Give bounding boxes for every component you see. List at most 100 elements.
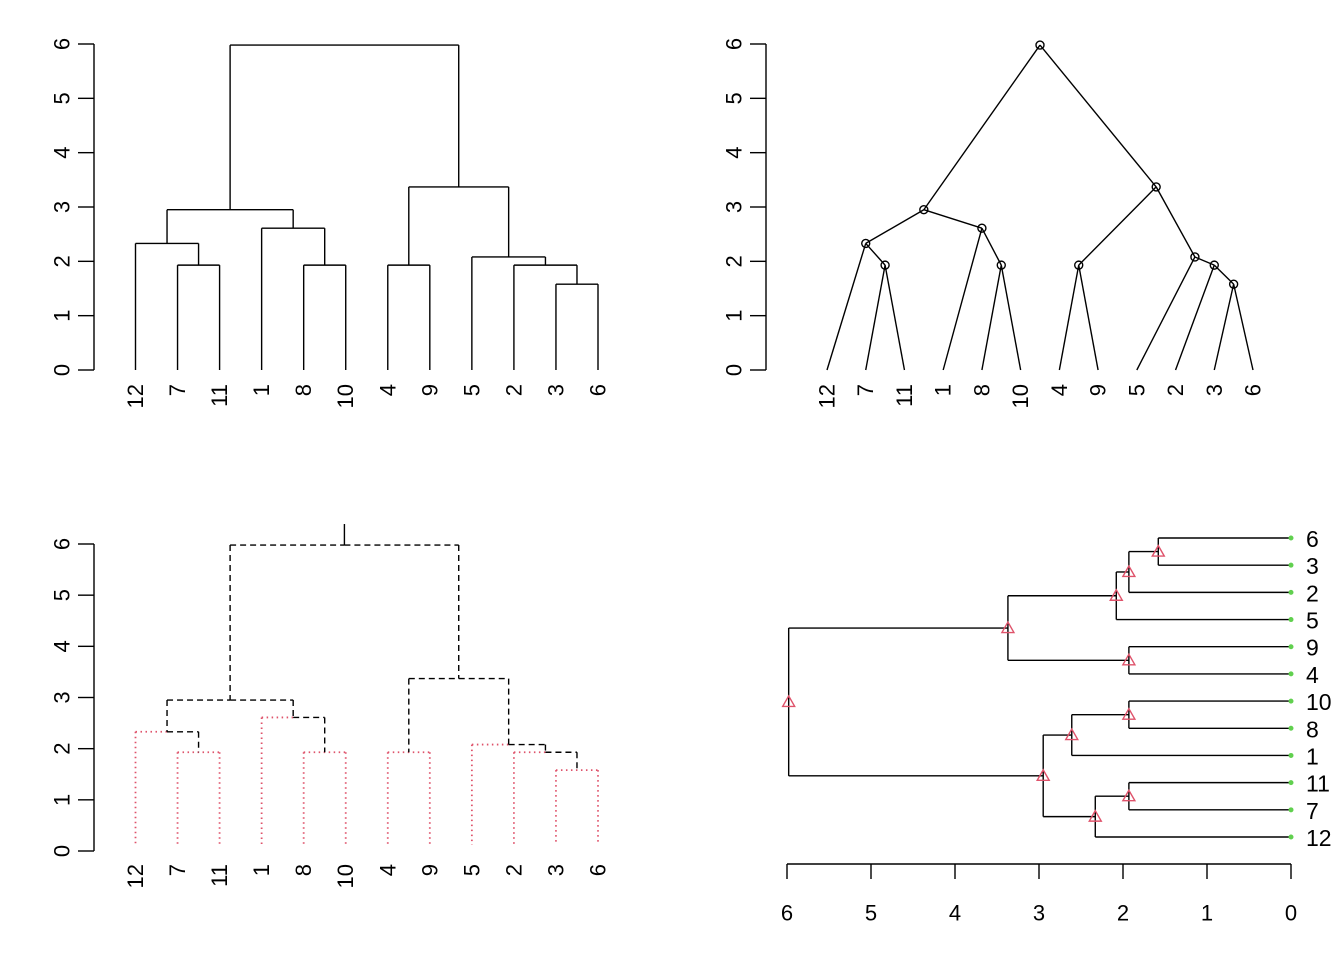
p4-node-triangle-marker — [1035, 768, 1051, 782]
p2-leaf-label: 12 — [815, 384, 840, 408]
p4-node-triangle-marker — [1121, 788, 1137, 802]
p3-leaf-label: 2 — [501, 864, 526, 876]
p2-triangle-edge — [1194, 256, 1215, 266]
p4-leaf-point — [1288, 644, 1294, 650]
p2-triangle-edge — [884, 265, 906, 371]
p1-leaf-label: 12 — [123, 384, 148, 408]
p3-leaf-label: 5 — [459, 864, 484, 876]
p2-triangle-edge — [865, 242, 886, 266]
p4-leaf-label: 9 — [1306, 635, 1319, 661]
p1-leaf-label: 10 — [333, 384, 358, 408]
p2-node-circle-marker — [880, 260, 890, 270]
p2-leaf-label: 2 — [1163, 384, 1188, 396]
p3-leaf-label: 7 — [165, 864, 190, 876]
p3-y-tick-label: 0 — [50, 845, 75, 857]
p4-node-triangle-marker — [1151, 544, 1166, 557]
p4-x-tick-label: 6 — [781, 901, 793, 926]
p2-node-circle-marker — [977, 223, 987, 233]
p2-triangle-edge — [981, 227, 1002, 266]
p4-x-tick-label: 5 — [865, 901, 877, 926]
p2-node-circle-marker — [996, 260, 1006, 270]
p4-leaf-label: 7 — [1306, 798, 1319, 824]
p2-y-tick-label: 4 — [722, 147, 747, 159]
p2-node-circle-marker — [1190, 252, 1200, 262]
p2-y-tick-label: 5 — [722, 92, 747, 104]
p2-leaf-label: 3 — [1202, 384, 1227, 396]
p4-leaf-label: 6 — [1306, 526, 1319, 552]
p2-node-circle-marker — [919, 205, 929, 215]
p2-y-tick-label: 6 — [722, 38, 747, 50]
p1-leaf-label: 8 — [291, 384, 316, 396]
p2-node-circle-marker — [1074, 260, 1084, 270]
p1-y-tick-label: 4 — [50, 147, 75, 159]
p4-node-triangle-marker — [1000, 620, 1016, 634]
p1-y-tick-label: 2 — [50, 255, 75, 267]
p4-node-triangle-marker — [1121, 652, 1137, 666]
p4-x-tick-label: 0 — [1285, 901, 1297, 926]
p3-leaf-label: 8 — [291, 864, 316, 876]
p4-leaf-point — [1288, 562, 1294, 568]
p1-y-tick-label: 0 — [50, 364, 75, 376]
p2-leaf-label: 5 — [1124, 384, 1149, 396]
p1-leaf-label: 5 — [459, 384, 484, 396]
p2-leaf-label: 9 — [1086, 384, 1111, 396]
p2-triangle-edge — [865, 265, 886, 371]
p1-leaf-label: 9 — [417, 384, 442, 396]
p3-y-tick-label: 1 — [50, 794, 75, 806]
p4-leaf-label: 12 — [1306, 825, 1332, 851]
p1-y-tick-label: 6 — [50, 38, 75, 50]
p2-triangle-edge — [865, 209, 925, 245]
p1-y-tick-label: 1 — [50, 310, 75, 322]
p3-leaf-label: 11 — [207, 864, 232, 887]
p4-leaf-label: 2 — [1306, 580, 1319, 606]
p2-node-circle-marker — [1228, 279, 1239, 289]
p3-y-tick-label: 6 — [50, 538, 75, 550]
p4-leaf-label: 1 — [1306, 743, 1319, 769]
p4-leaf-point — [1288, 535, 1294, 541]
p2-node-circle-marker — [1151, 182, 1161, 192]
p3-leaf-label: 10 — [333, 864, 358, 888]
p4-node-triangle-marker — [1109, 588, 1124, 601]
p2-triangle-edge — [923, 209, 983, 229]
p2-triangle-edge — [1232, 283, 1254, 371]
p2-leaf-label: 4 — [1047, 384, 1072, 396]
p2-node-circle-marker — [861, 238, 871, 249]
p3-leaf-label: 1 — [249, 864, 274, 876]
p4-leaf-point — [1288, 807, 1294, 813]
p3-leaf-label: 9 — [417, 864, 442, 876]
p2-y-tick-label: 1 — [722, 310, 747, 322]
p1-leaf-label: 4 — [375, 384, 400, 396]
p1-leaf-label: 2 — [501, 384, 526, 396]
p2-triangle-edge — [826, 243, 867, 371]
p4-leaf-label: 8 — [1306, 716, 1319, 742]
p2-leaf-label: 11 — [892, 384, 917, 407]
p2-y-tick-label: 3 — [722, 201, 747, 213]
p4-x-tick-label: 4 — [949, 901, 961, 926]
p1-leaf-label: 3 — [543, 384, 568, 396]
p4-node-triangle-marker — [1121, 707, 1137, 720]
p4-leaf-point — [1288, 617, 1294, 623]
p1-leaf-label: 1 — [249, 384, 274, 396]
p2-node-circle-marker — [1035, 40, 1045, 50]
p2-node-circle-marker — [1209, 260, 1219, 270]
p2-triangle-edge — [1078, 186, 1157, 266]
p3-y-tick-label: 5 — [50, 589, 75, 601]
p3-y-tick-label: 2 — [50, 743, 75, 755]
p3-leaf-label: 3 — [543, 864, 568, 876]
p4-leaf-label: 3 — [1306, 553, 1319, 579]
p2-triangle-edge — [1058, 265, 1080, 371]
p3-leaf-label: 6 — [586, 864, 611, 876]
p1-y-tick-label: 5 — [50, 92, 75, 104]
p4-leaf-label: 4 — [1306, 662, 1319, 688]
p2-triangle-edge — [942, 228, 983, 371]
p2-leaf-label: 6 — [1241, 384, 1266, 396]
p4-x-tick-label: 1 — [1201, 901, 1213, 926]
p2-y-tick-label: 0 — [722, 364, 747, 376]
p1-leaf-label: 6 — [586, 384, 611, 396]
p2-triangle-edge — [1155, 186, 1196, 258]
p4-leaf-label: 11 — [1306, 771, 1330, 797]
